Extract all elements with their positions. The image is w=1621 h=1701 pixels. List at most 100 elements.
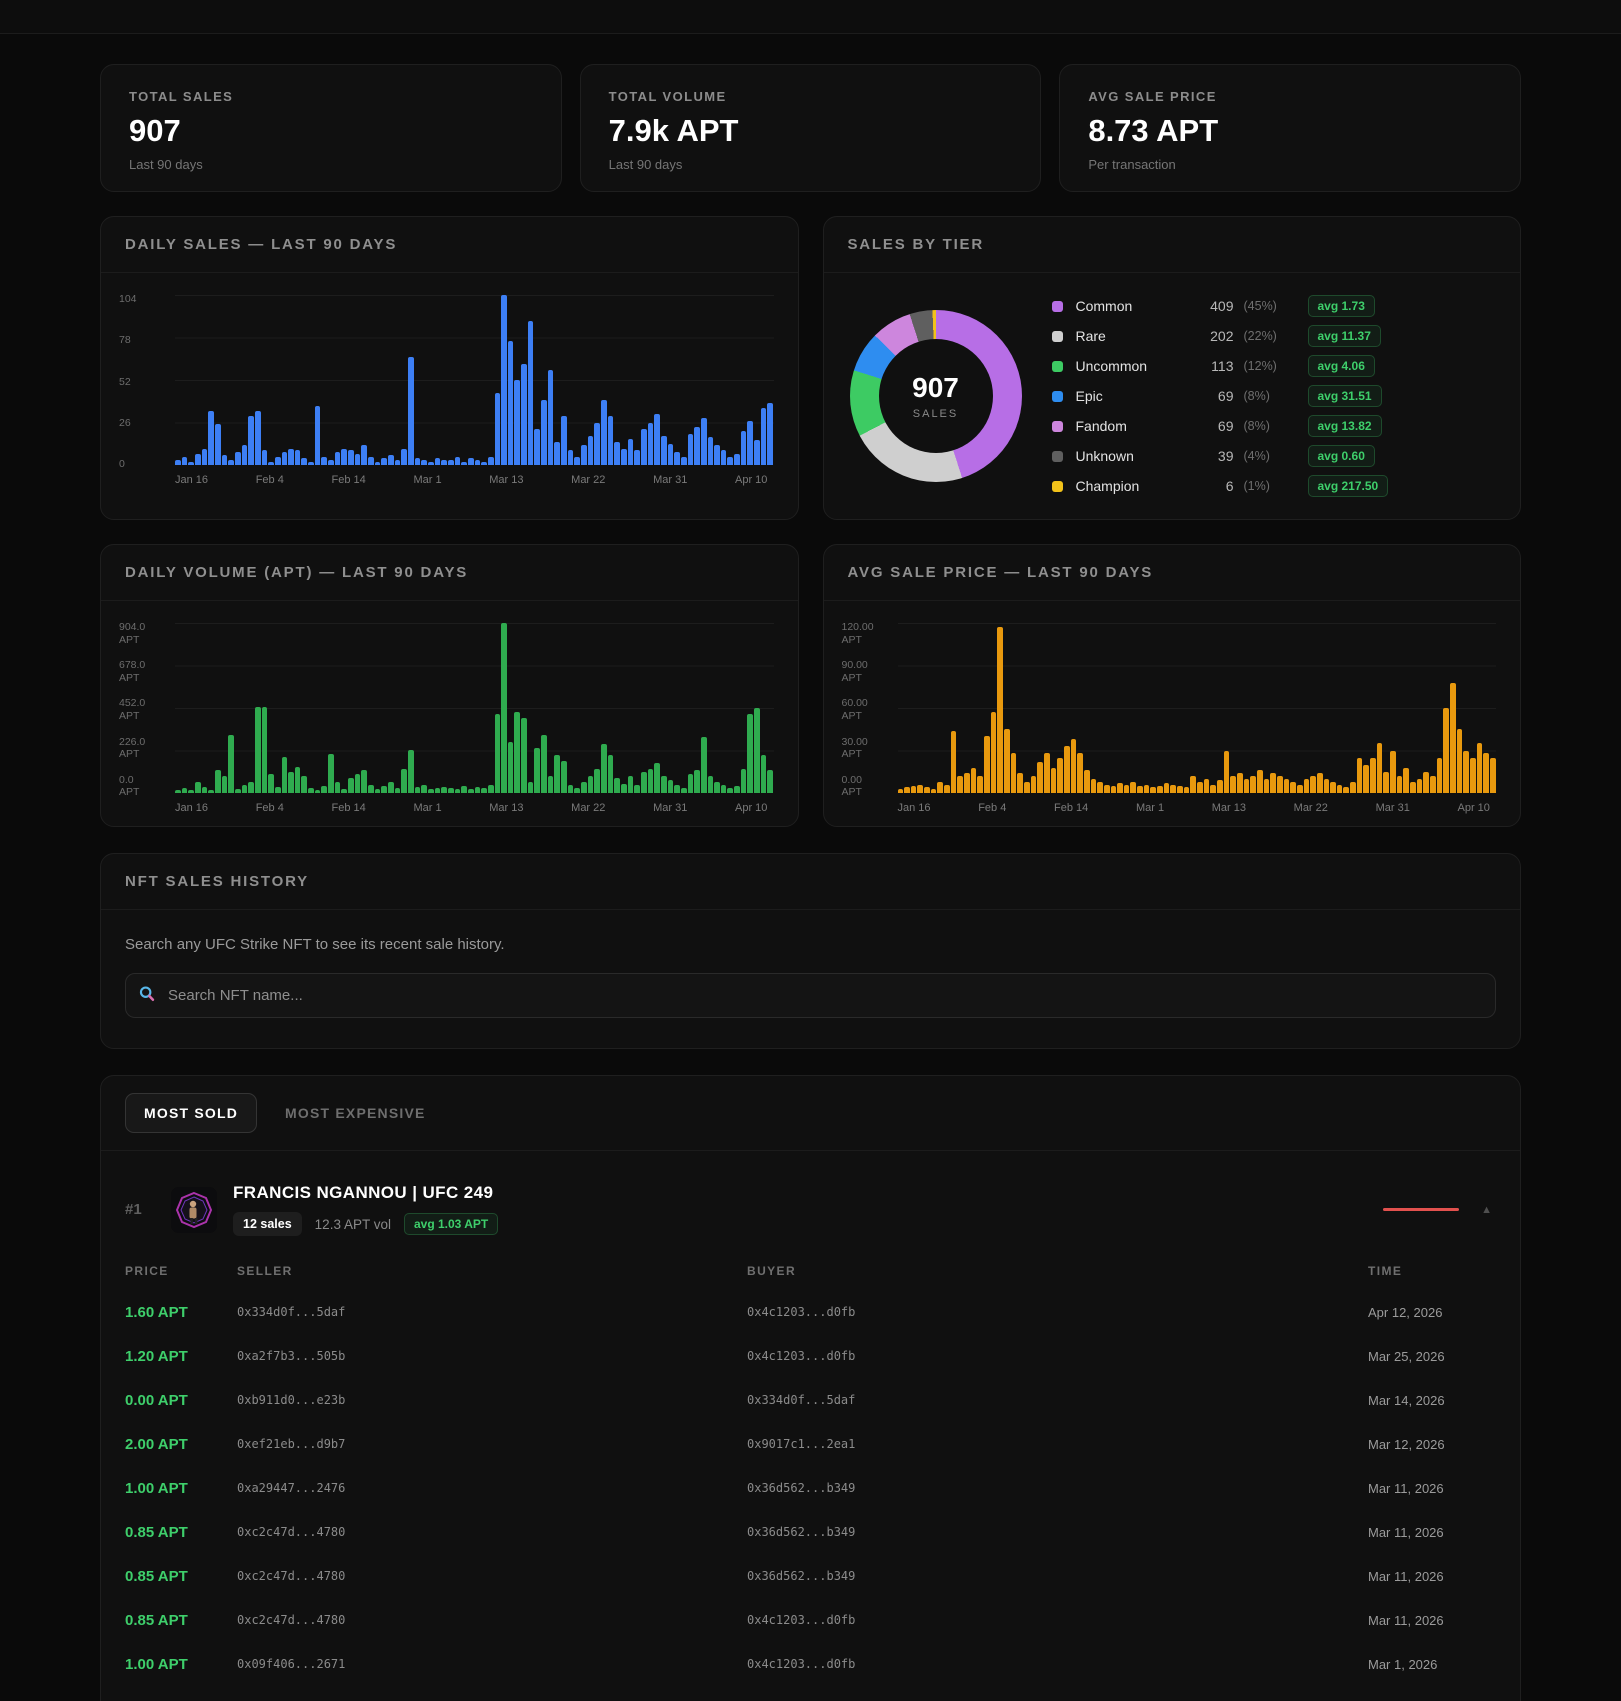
bar <box>714 781 720 793</box>
bar <box>1057 757 1063 793</box>
bar <box>1230 776 1236 793</box>
bar <box>414 787 421 793</box>
tier-legend-row-rare: Rare 202 (22%) avg 11.37 <box>1051 325 1495 347</box>
sale-time: Mar 12, 2026 <box>1368 1436 1445 1452</box>
bar <box>301 458 308 465</box>
bar <box>680 788 687 793</box>
bar <box>1270 773 1276 793</box>
bar <box>354 453 361 465</box>
bar <box>301 776 308 793</box>
sale-time: Mar 11, 2026 <box>1368 1524 1444 1540</box>
bar <box>414 458 421 465</box>
history-description: Search any UFC Strike NFT to see its rec… <box>125 936 505 953</box>
tier-percent: (45%) <box>1243 299 1277 313</box>
sale-price: 1.20 APT <box>125 1347 188 1365</box>
buyer-address: 0x36d562...b349 <box>747 1525 856 1539</box>
y-axis-tick: 0.00 APT <box>841 773 862 799</box>
tier-legend-row-unknown: Unknown 39 (4%) avg 0.60 <box>1051 445 1495 467</box>
stat-value: 907 <box>129 113 181 148</box>
bar <box>720 784 727 793</box>
bar <box>1243 778 1250 793</box>
sale-price: 0.85 APT <box>125 1567 188 1585</box>
tier-avg-badge: avg 217.50 <box>1307 475 1389 497</box>
bar <box>1050 767 1057 793</box>
bar <box>574 456 581 465</box>
bar <box>1489 757 1496 793</box>
bar <box>461 461 467 465</box>
x-axis-label: Apr 10 <box>735 802 768 814</box>
bar <box>1336 784 1343 793</box>
bar <box>1423 771 1429 793</box>
bar <box>328 460 334 465</box>
y-axis-tick: 0 <box>119 458 125 471</box>
collapse-triangle-icon[interactable]: ▲ <box>1481 1203 1492 1216</box>
tab-most-sold[interactable]: MOST SOLD <box>125 1093 258 1133</box>
bar <box>467 789 474 793</box>
column-header-seller: SELLER <box>237 1264 293 1278</box>
leaderboard-item[interactable]: #1 FRANCIS NGANNOU | UFC 249 12 sales 12… <box>101 1151 1520 1248</box>
bar <box>1363 764 1370 793</box>
y-axis: 904.0 APT 678.0 APT 452.0 APT 226.0 APT 0.0 APT <box>119 621 175 799</box>
bar <box>1376 743 1383 793</box>
bar <box>694 770 700 793</box>
x-axis-label: Mar 31 <box>653 802 688 814</box>
chart-title: AVG SALE PRICE — LAST 90 DAYS <box>823 545 1520 601</box>
bar <box>964 773 970 793</box>
x-axis: Jan 16 Feb 4 Feb 14 Mar 1 Mar 13 Mar 22 Mar 31… <box>175 474 774 486</box>
table-header-row: PRICE SELLER BUYER TIME <box>125 1250 1496 1290</box>
x-axis-label: Mar 13 <box>489 474 524 486</box>
tier-color-dot <box>1051 360 1063 372</box>
x-axis-label: Mar 22 <box>571 802 606 814</box>
bar <box>1217 780 1223 793</box>
tier-avg-badge: avg 0.60 <box>1307 445 1375 467</box>
bar <box>434 458 441 465</box>
avg-price-chart: 120.00 APT 90.00 APT 60.00 APT 30.00 APT 0.00 APT… <box>824 601 1521 826</box>
bar <box>407 357 414 465</box>
bar <box>601 744 607 793</box>
bar <box>640 429 647 465</box>
tier-color-dot <box>1051 300 1063 312</box>
bar <box>687 433 694 465</box>
bar <box>181 456 188 465</box>
sale-row: 0.00 APT 0xb911d0...e23b 0x334d0f...5daf Ma… <box>125 1378 1496 1422</box>
tier-color-dot <box>1051 420 1063 432</box>
bar <box>747 714 754 793</box>
bar <box>454 789 461 793</box>
tier-avg-badge: avg 13.82 <box>1307 415 1382 437</box>
bar <box>1410 781 1416 793</box>
bar <box>534 747 541 793</box>
seller-address: 0xc2c47d...4780 <box>237 1613 346 1627</box>
tier-name: Rare <box>1075 328 1106 344</box>
x-axis: Jan 16 Feb 4 Feb 14 Mar 1 Mar 13 Mar 22 Mar 31… <box>898 802 1497 814</box>
leaderboard-tabs: MOST SOLD MOST EXPENSIVE <box>101 1076 1520 1151</box>
seller-address: 0xc2c47d...4780 <box>237 1525 346 1539</box>
bar <box>447 788 454 793</box>
bar <box>1256 770 1263 793</box>
buyer-address: 0x36d562...b349 <box>747 1569 856 1583</box>
plot-area: Jan 16 Feb 4 Feb 14 Mar 1 Mar 13 Mar 22 Mar 31… <box>175 293 774 486</box>
bar <box>361 770 368 793</box>
bar <box>904 787 910 793</box>
bar <box>937 781 944 793</box>
sale-row: 0.85 APT 0xc2c47d...4780 0x36d562...b349 Ma… <box>125 1554 1496 1598</box>
stat-label: AVG SALE PRICE <box>1088 89 1217 104</box>
x-axis-label: Jan 16 <box>175 802 209 814</box>
y-axis-tick: 30.00 APT <box>841 735 868 761</box>
bar <box>221 455 228 465</box>
bar <box>1250 776 1256 793</box>
bar <box>421 785 427 793</box>
charts-row-2: DAILY VOLUME (APT) — LAST 90 DAYS 904.0 A… <box>100 544 1521 827</box>
tab-most-expensive[interactable]: MOST EXPENSIVE <box>285 1094 426 1132</box>
bar <box>1103 784 1110 793</box>
bar <box>447 460 454 465</box>
stat-value: 8.73 APT <box>1088 113 1219 148</box>
price-sparkline <box>1383 1208 1460 1211</box>
sale-time: Mar 25, 2026 <box>1368 1348 1445 1364</box>
search-input[interactable] <box>125 973 1496 1018</box>
tier-name: Epic <box>1075 388 1103 404</box>
x-axis-label: Jan 16 <box>897 802 931 814</box>
bar <box>1283 778 1290 793</box>
bar <box>381 458 387 465</box>
x-axis-label: Feb 4 <box>255 474 284 486</box>
bar <box>754 708 760 793</box>
